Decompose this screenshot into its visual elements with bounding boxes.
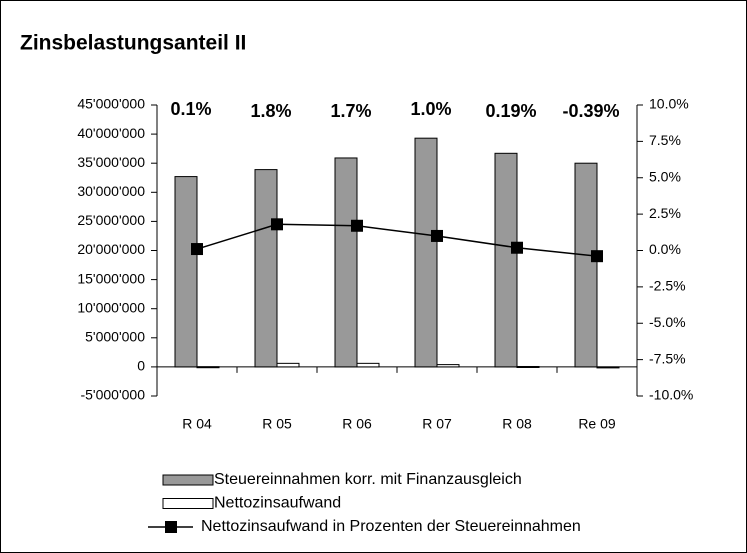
bar xyxy=(516,365,540,368)
bar xyxy=(196,366,220,369)
y2-tick-label: 0.0% xyxy=(649,241,681,257)
y-tick-label: 10'000'000 xyxy=(77,299,145,315)
legend-swatch xyxy=(162,498,214,509)
line xyxy=(196,223,598,257)
data-label: 0.1% xyxy=(170,99,211,119)
y-tick-label: 15'000'000 xyxy=(77,270,145,286)
y-tick-label: 45'000'000 xyxy=(77,96,145,112)
bar xyxy=(596,366,620,369)
line-marker xyxy=(431,229,443,242)
x-tick-label: R 07 xyxy=(422,416,452,432)
y2-tick-label: -5.0% xyxy=(649,314,686,330)
line-marker xyxy=(351,219,363,232)
y2-tick-label: 2.5% xyxy=(649,205,681,221)
bar xyxy=(356,362,380,368)
x-tick-label: R 08 xyxy=(502,416,532,432)
y-tick-label: -5'000'000 xyxy=(80,387,145,403)
y-tick-label: 40'000'000 xyxy=(77,125,145,141)
x-tick-label: R 04 xyxy=(182,416,212,432)
x-tick-label: Re 09 xyxy=(578,416,616,432)
chart-title: Zinsbelastungsanteil II xyxy=(20,32,246,55)
data-label: -0.39% xyxy=(562,101,619,121)
y2-tick-label: -2.5% xyxy=(649,278,686,294)
bar xyxy=(436,364,460,368)
y-tick-label: 0 xyxy=(137,358,145,374)
x-tick-label: R 06 xyxy=(342,416,372,432)
bar xyxy=(174,176,198,368)
y2-tick-label: 5.0% xyxy=(649,168,681,184)
bar xyxy=(276,362,300,368)
bar xyxy=(254,169,278,368)
legend-marker xyxy=(165,521,177,533)
line-marker xyxy=(271,218,283,231)
data-label: 1.8% xyxy=(250,101,291,121)
legend-label: Nettozinsaufwand in Prozenten der Steuer… xyxy=(201,518,581,535)
y2-tick-label: 7.5% xyxy=(649,132,681,148)
bar xyxy=(414,137,438,368)
y2-tick-label: -10.0% xyxy=(649,387,693,403)
y-tick-label: 25'000'000 xyxy=(77,212,145,228)
data-label: 1.7% xyxy=(330,101,371,121)
bar xyxy=(494,152,518,368)
y-tick-label: 20'000'000 xyxy=(77,241,145,257)
y2-tick-label: 10.0% xyxy=(649,96,689,112)
legend-label: Steuereinnahmen korr. mit Finanzausgleic… xyxy=(214,471,522,488)
line-marker xyxy=(191,243,203,256)
y-tick-label: 30'000'000 xyxy=(77,183,145,199)
line-marker xyxy=(511,241,523,254)
y-tick-label: 35'000'000 xyxy=(77,154,145,170)
data-label: 1.0% xyxy=(410,99,451,119)
y-tick-label: 5'000'000 xyxy=(85,329,145,345)
bar xyxy=(334,157,358,368)
legend-swatch xyxy=(162,474,214,486)
x-tick-label: R 05 xyxy=(262,416,292,432)
bar xyxy=(574,162,598,368)
line-marker xyxy=(591,250,603,263)
y2-tick-label: -7.5% xyxy=(649,350,686,366)
legend-label: Nettozinsaufwand xyxy=(214,495,341,512)
data-label: 0.19% xyxy=(485,101,536,121)
